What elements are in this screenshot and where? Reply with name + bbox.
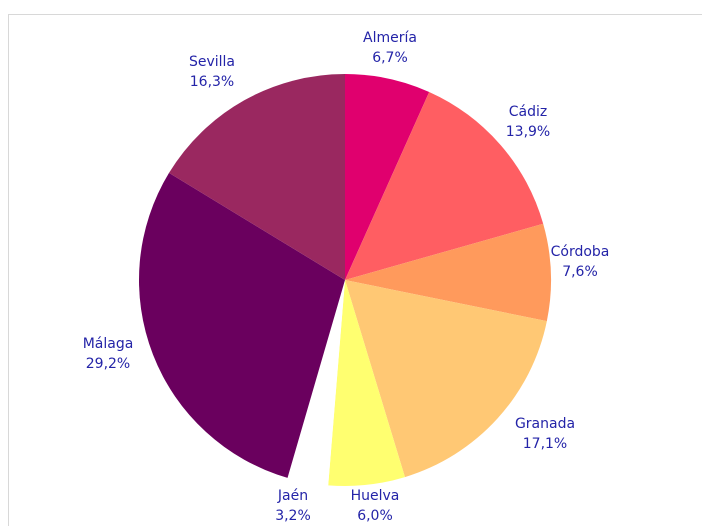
slice-value-label: 6,7% [372, 50, 408, 66]
pie-slice [345, 91, 544, 280]
slice-name: Málaga [83, 336, 134, 352]
slice-value-label: 13,9% [506, 124, 550, 140]
slice-name: Jaén [277, 488, 308, 504]
slice-value-label: 17,1% [523, 436, 567, 452]
pie-slice [345, 223, 551, 322]
slice-value-label: 7,6% [562, 264, 598, 280]
pie-slice [345, 280, 547, 478]
slice-name: Cádiz [509, 104, 547, 120]
slice-value-label: 16,3% [190, 74, 234, 90]
pie-slice [169, 74, 345, 280]
slice-name: Córdoba [551, 244, 610, 260]
slice-value-label: 6,0% [357, 508, 393, 524]
slice-name: Huelva [351, 488, 400, 504]
slice-name: Almería [363, 30, 417, 46]
slice-value-label: 3,2% [275, 508, 311, 524]
pie-slice [328, 280, 405, 486]
pie-slice [139, 172, 345, 478]
slice-name: Sevilla [189, 54, 235, 70]
pie-slice [287, 280, 345, 486]
slice-name: Granada [515, 416, 575, 432]
pie-slice [345, 74, 430, 280]
slice-value-label: 29,2% [86, 356, 130, 372]
